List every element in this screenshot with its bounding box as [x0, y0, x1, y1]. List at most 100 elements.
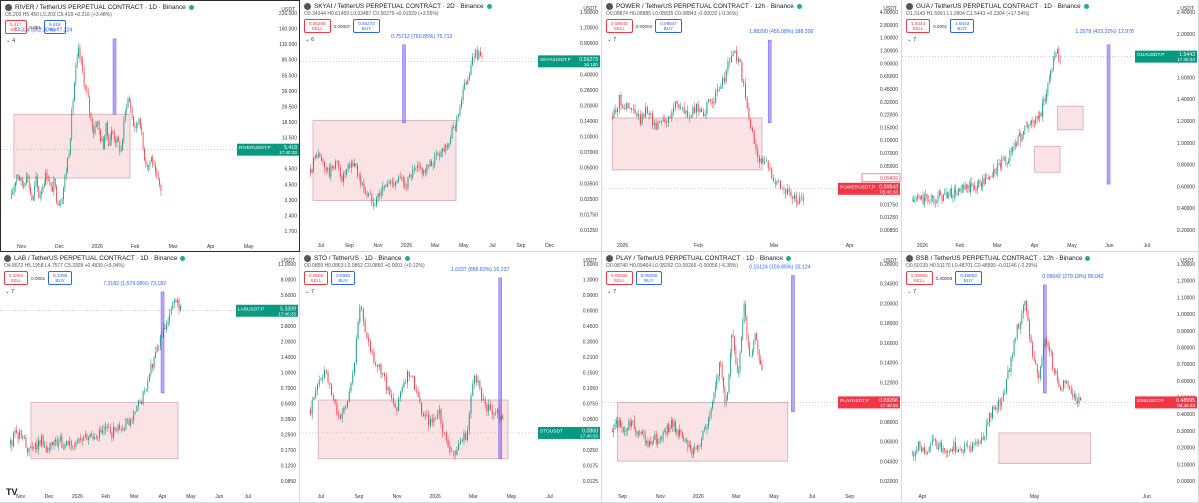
candle-body: [799, 196, 801, 204]
range-box[interactable]: [998, 432, 1092, 464]
measure-tool[interactable]: [160, 291, 165, 394]
candle-body: [1017, 136, 1019, 146]
chart-canvas[interactable]: 1.6237 (856.83%) 16,237 1.6000 1.3000 0.900…: [300, 252, 602, 503]
candle-body: [922, 447, 924, 452]
buy-button[interactable]: 0.48953 BUY: [955, 271, 982, 285]
chart-panel[interactable]: 1.2978 (423.32%) 12,9782.400002.000001.8…: [902, 0, 1199, 252]
chart-header[interactable]: POWER / TetherUS PERPETUAL CONTRACT · 12…: [606, 3, 802, 10]
candle-body: [632, 420, 634, 422]
measure-tool[interactable]: [767, 39, 772, 123]
candle-body: [81, 439, 83, 441]
candle-body: [1039, 112, 1041, 119]
candle-body: [127, 98, 129, 108]
chart-header[interactable]: GUA / TetherUS PERPETUAL CONTRACT · 1D ·…: [906, 3, 1089, 10]
market-status-icon: [188, 5, 194, 10]
buy-button[interactable]: 0.0860 BUY: [331, 271, 356, 285]
y-tick-label: 1.00000: [1177, 141, 1195, 147]
range-box[interactable]: [611, 117, 763, 171]
chart-canvas[interactable]: 0.15124 (159.85%) 15,124 0.28000 0.24000 0.…: [602, 252, 902, 503]
sell-button[interactable]: 0.09265 SELL: [606, 271, 633, 285]
indicators-toggle[interactable]: ⌄ 7: [607, 289, 617, 295]
candle-body: [107, 122, 108, 136]
candle-body: [95, 437, 97, 439]
range-box[interactable]: [30, 401, 179, 460]
measure-label: 0.75712 (760.85%) 75,712: [391, 34, 453, 40]
chart-canvas[interactable]: 1.2978 (423.32%) 12,9782.400002.000001.8…: [902, 0, 1199, 252]
y-tick-label: 1.30000: [880, 48, 898, 54]
measure-label: 0.09042 (279.18%) 89,042: [1042, 274, 1104, 280]
chart-panel[interactable]: 77.324 (862.30%) 77,224 220.000 160.000 110…: [0, 0, 300, 252]
chart-canvas[interactable]: 77.324 (862.30%) 77,224 220.000 160.000 110…: [1, 1, 300, 252]
indicators-toggle[interactable]: ⌄ 7: [907, 37, 917, 43]
indicators-toggle[interactable]: ⌄ 7: [305, 289, 315, 295]
indicators-toggle[interactable]: ⌄ 7: [907, 289, 917, 295]
candle-body: [450, 138, 451, 144]
candle-body: [391, 394, 393, 398]
measure-tool[interactable]: [402, 44, 406, 123]
candle-body: [757, 340, 759, 351]
buy-button[interactable]: 0.08847 BUY: [655, 19, 682, 33]
y-tick-label: 0.01250: [580, 228, 598, 234]
chart-header[interactable]: STO / TetherUS · 1D · Binance: [304, 255, 410, 262]
sell-button[interactable]: 5.3494 SELL: [4, 271, 29, 285]
candle-body: [794, 194, 795, 199]
candle-body: [320, 379, 322, 380]
candle-body: [52, 442, 53, 445]
buy-button[interactable]: 1.5443 BUY: [950, 19, 975, 33]
chart-panel[interactable]: 0.15124 (159.85%) 15,124 0.28000 0.24000 0.…: [602, 252, 902, 503]
measure-tool[interactable]: [791, 275, 795, 413]
buy-button[interactable]: 0.09266 BUY: [635, 271, 663, 285]
y-tick-label: 0.1500: [583, 371, 599, 377]
candle-body: [987, 178, 989, 180]
buy-button[interactable]: 5.418 BUY: [44, 20, 66, 34]
measure-tool[interactable]: [498, 277, 502, 460]
range-box[interactable]: [1034, 145, 1061, 173]
candle-body: [30, 187, 31, 194]
sell-button[interactable]: 5.417 SELL: [5, 20, 27, 34]
chart-panel[interactable]: 7.3182 (1,579.08%) 73,182 11.0000 8.0000 5.…: [0, 252, 300, 503]
candle-body: [1035, 360, 1037, 365]
indicators-toggle[interactable]: ⌄ 6: [305, 37, 315, 43]
x-tick-label: Feb: [101, 494, 110, 500]
chart-panel[interactable]: 0.75712 (760.85%) 75,712 1.90000 1.20000 0.…: [300, 0, 602, 252]
buy-button[interactable]: 0.56273 BUY: [353, 19, 380, 33]
sell-button[interactable]: 1.5443 SELL: [906, 19, 931, 33]
measure-tool[interactable]: [1106, 44, 1111, 185]
candle-body: [659, 121, 661, 123]
chart-header[interactable]: PLAY / TetherUS PERPETUAL CONTRACT · 1D …: [606, 255, 791, 262]
sell-button[interactable]: 0.0859 SELL: [304, 271, 329, 285]
candle-body: [616, 420, 617, 424]
chart-panel[interactable]: 1.6237 (856.83%) 16,237 1.6000 1.3000 0.900…: [300, 252, 602, 503]
candle-body: [346, 401, 348, 408]
candle-body: [760, 360, 761, 365]
measure-tool[interactable]: [112, 38, 117, 115]
indicators-toggle[interactable]: ⌄ 7: [607, 37, 617, 43]
chart-header[interactable]: RIVER / TetherUS PERPETUAL CONTRACT · 1D…: [5, 4, 194, 11]
sell-button[interactable]: 0.48950 SELL: [906, 271, 933, 285]
candle-body: [338, 160, 340, 168]
range-box[interactable]: [1057, 105, 1084, 131]
chart-canvas[interactable]: 1.88200 (455.08%) 188,200 4.00000 2.80000 1…: [602, 0, 902, 252]
candle-body: [701, 438, 702, 446]
range-box[interactable]: [317, 399, 509, 460]
indicators-toggle[interactable]: ⌄ 7: [5, 289, 15, 295]
sell-button[interactable]: 0.08843 SELL: [606, 19, 633, 33]
candle-body: [719, 362, 720, 377]
chart-header[interactable]: BSB / TetherUS PERPETUAL CONTRACT · 12h …: [906, 255, 1091, 262]
indicators-toggle[interactable]: ⌄ 4: [6, 38, 16, 44]
chart-canvas[interactable]: 0.09042 (279.18%) 89,042 1.30000 1.20000 1.…: [902, 252, 1199, 503]
buy-button[interactable]: 5.3495 BUY: [48, 271, 73, 285]
chart-header[interactable]: SKYAI / TetherUS PERPETUAL CONTRACT · 2D…: [304, 3, 492, 10]
chart-panel[interactable]: 1.88200 (455.08%) 188,200 4.00000 2.80000 1…: [602, 0, 902, 252]
symbol-icon: [606, 3, 613, 10]
chart-header[interactable]: LAB / TetherUS PERPETUAL CONTRACT · 1D ·…: [4, 255, 186, 262]
y-tick-label: 0.02500: [580, 197, 598, 203]
candle-body: [669, 428, 671, 432]
chart-canvas[interactable]: 0.75712 (760.85%) 75,712 1.90000 1.20000 0.…: [300, 0, 602, 252]
sell-button[interactable]: 0.56266 SELL: [304, 19, 331, 33]
candle-body: [75, 65, 77, 84]
candle-body: [914, 453, 916, 457]
x-tick-label: 2026: [617, 243, 628, 249]
chart-panel[interactable]: 0.09042 (279.18%) 89,042 1.30000 1.20000 1.…: [902, 252, 1199, 503]
chart-canvas[interactable]: 7.3182 (1,579.08%) 73,182 11.0000 8.0000 5.…: [0, 252, 300, 503]
